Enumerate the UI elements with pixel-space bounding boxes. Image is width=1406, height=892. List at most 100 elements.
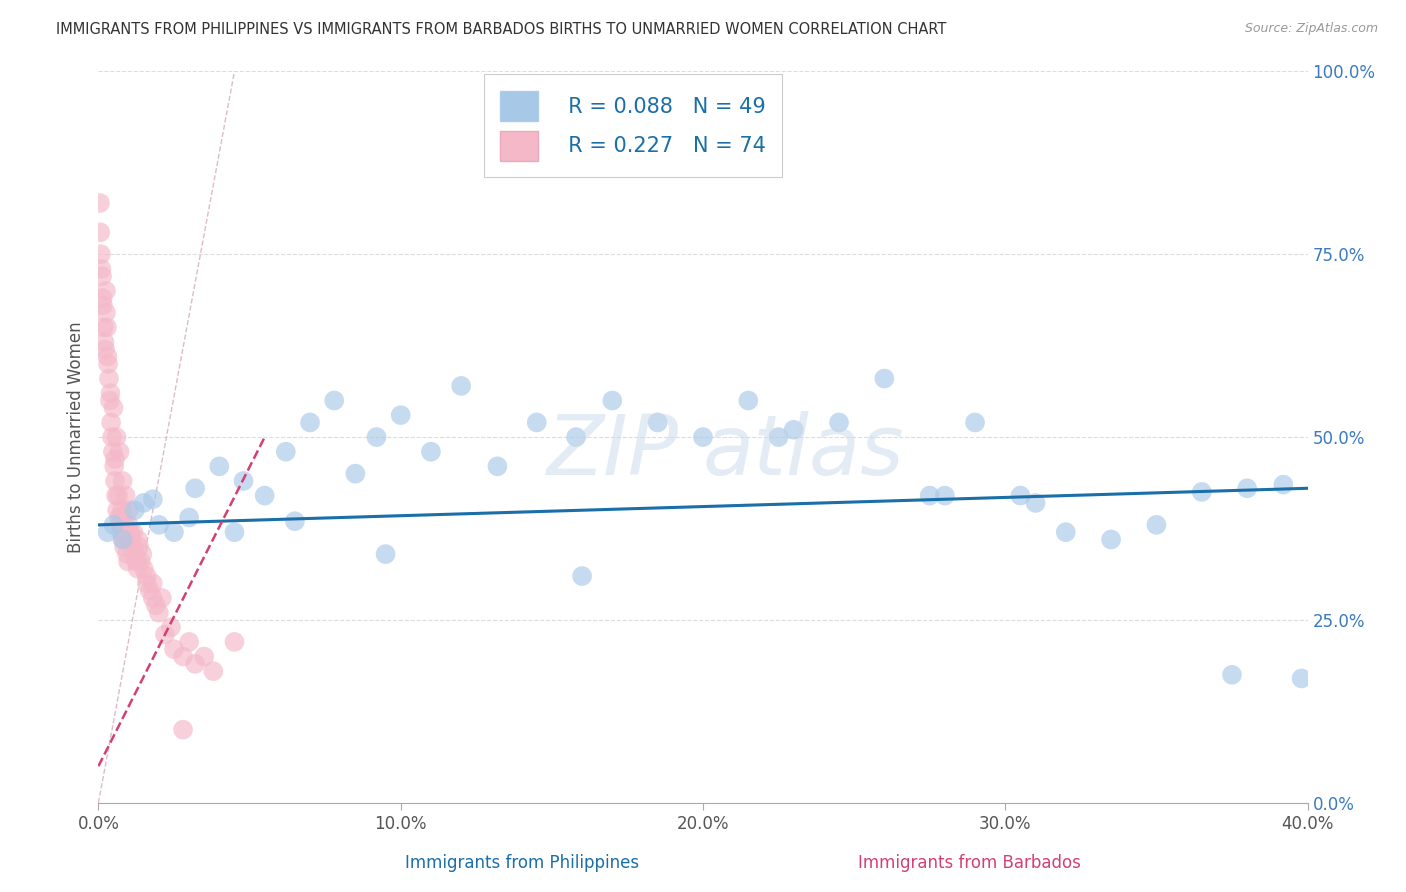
Point	[737, 393, 759, 408]
Point	[97, 357, 120, 371]
Point	[114, 517, 136, 532]
Point	[163, 642, 186, 657]
Text: Source: ZipAtlas.com: Source: ZipAtlas.com	[1244, 22, 1378, 36]
Point	[274, 444, 297, 458]
Point	[224, 525, 246, 540]
Point	[124, 503, 146, 517]
Point	[193, 649, 215, 664]
Point	[253, 489, 276, 503]
Point	[299, 416, 322, 430]
Legend:   R = 0.088   N = 49,   R = 0.227   N = 74: R = 0.088 N = 49, R = 0.227 N = 74	[484, 74, 782, 178]
Point	[132, 496, 155, 510]
Point	[114, 489, 136, 503]
Point	[108, 510, 131, 524]
Point	[1146, 517, 1168, 532]
Point	[934, 489, 956, 503]
Point	[91, 269, 114, 284]
Point	[135, 569, 157, 583]
Point	[111, 474, 134, 488]
Point	[131, 547, 153, 561]
Point	[150, 591, 173, 605]
Point	[208, 459, 231, 474]
Point	[135, 576, 157, 591]
Point	[828, 416, 851, 430]
Point	[115, 547, 138, 561]
Point	[323, 393, 346, 408]
Point	[1291, 672, 1313, 686]
Point	[486, 459, 509, 474]
Point	[107, 489, 129, 503]
Text: Immigrants from Barbados: Immigrants from Barbados	[858, 854, 1080, 872]
Text: Immigrants from Philippines: Immigrants from Philippines	[405, 854, 638, 872]
Point	[104, 452, 127, 467]
Point	[374, 547, 396, 561]
Point	[105, 503, 128, 517]
Point	[284, 514, 307, 528]
Point	[122, 540, 145, 554]
Point	[127, 533, 149, 547]
Point	[89, 225, 111, 239]
Point	[873, 371, 896, 385]
Point	[115, 533, 138, 547]
Text: ZIP: ZIP	[547, 411, 679, 492]
Point	[692, 430, 714, 444]
Point	[602, 393, 624, 408]
Point	[105, 430, 128, 444]
Point	[94, 284, 117, 298]
Point	[98, 371, 121, 385]
Point	[110, 525, 132, 540]
Point	[90, 247, 112, 261]
Point	[121, 533, 143, 547]
Point	[565, 430, 588, 444]
Point	[89, 196, 111, 211]
Point	[142, 492, 165, 507]
Point	[127, 562, 149, 576]
Point	[91, 291, 114, 305]
Point	[91, 298, 114, 312]
Point	[145, 599, 167, 613]
Point	[172, 723, 194, 737]
Point	[420, 444, 443, 458]
Point	[108, 444, 131, 458]
Point	[179, 635, 201, 649]
Point	[93, 334, 115, 349]
Point	[103, 517, 125, 532]
Point	[94, 343, 117, 357]
Point	[232, 474, 254, 488]
Point	[163, 525, 186, 540]
Point	[1099, 533, 1122, 547]
Point	[118, 503, 141, 517]
Point	[1024, 496, 1046, 510]
Point	[104, 489, 127, 503]
Point	[202, 664, 225, 678]
Point	[450, 379, 472, 393]
Point	[100, 386, 122, 401]
Point	[153, 627, 176, 641]
Point	[117, 554, 139, 568]
Point	[120, 525, 142, 540]
Point	[103, 401, 125, 415]
Point	[111, 503, 134, 517]
Point	[647, 416, 669, 430]
Point	[103, 459, 125, 474]
Point	[142, 576, 165, 591]
Point	[918, 489, 941, 503]
Point	[1191, 485, 1213, 500]
Point	[94, 306, 117, 320]
Point	[98, 393, 121, 408]
Point	[1010, 489, 1032, 503]
Point	[108, 517, 131, 532]
Point	[125, 554, 148, 568]
Point	[389, 408, 412, 422]
Point	[128, 540, 150, 554]
Point	[96, 320, 118, 334]
Point	[118, 517, 141, 532]
Point	[148, 606, 170, 620]
Point	[148, 517, 170, 532]
Point	[366, 430, 388, 444]
Point	[1054, 525, 1077, 540]
Text: IMMIGRANTS FROM PHILIPPINES VS IMMIGRANTS FROM BARBADOS BIRTHS TO UNMARRIED WOME: IMMIGRANTS FROM PHILIPPINES VS IMMIGRANT…	[56, 22, 946, 37]
Point	[783, 423, 806, 437]
Point	[96, 350, 118, 364]
Point	[526, 416, 548, 430]
